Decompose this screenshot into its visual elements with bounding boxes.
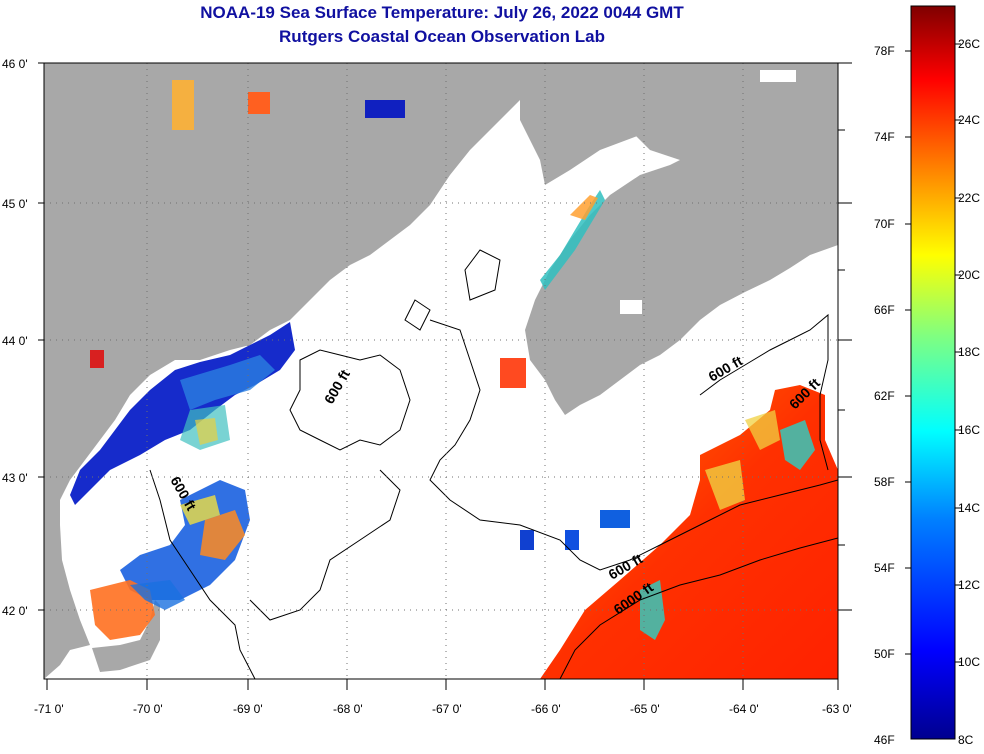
colorbar-c-label: 12C xyxy=(958,578,981,592)
sst-capecod-cold xyxy=(130,580,185,610)
nova-scotia-land xyxy=(525,63,838,415)
lon-label: -65 0' xyxy=(630,702,660,716)
colorbar-f-label: 78F xyxy=(874,44,895,58)
new-england-land xyxy=(44,63,520,679)
sst-offshore-yellow xyxy=(705,460,745,510)
colorbar-c-label: 18C xyxy=(958,345,981,359)
sst-coastal-yellow xyxy=(195,418,218,445)
colorbar-c-label: 20C xyxy=(958,268,981,282)
sst-offshore-warm xyxy=(540,385,838,679)
colorbar-f-label: 66F xyxy=(874,303,895,317)
sst-fundy-warm xyxy=(570,195,598,220)
sst-offshore-yellow2 xyxy=(745,410,780,450)
colorbar-c-label: 10C xyxy=(958,655,981,669)
colorbar-f-label: 62F xyxy=(874,389,895,403)
sst-offshore-cyan2 xyxy=(780,420,815,470)
sst-small-warm xyxy=(500,358,526,388)
sst-mid-blue xyxy=(600,510,630,528)
colorbar-c-label: 16C xyxy=(958,423,981,437)
sst-sw-warm xyxy=(200,510,245,560)
lon-label: -68 0' xyxy=(333,702,363,716)
cape-cod-land xyxy=(92,600,160,672)
sst-coastal-mix xyxy=(180,355,275,410)
colorbar-f-label: 58F xyxy=(874,475,895,489)
colorbar-c-label: 24C xyxy=(958,113,981,127)
colorbar-c-label: 8C xyxy=(958,733,974,747)
lon-label: -71 0' xyxy=(34,702,64,716)
colorbar-f-label: 50F xyxy=(874,647,895,661)
lake-patch xyxy=(760,70,796,82)
contour-600ft-gulf xyxy=(149,319,838,679)
colorbar-f-label: 46F xyxy=(874,733,895,747)
map-subtitle: Rutgers Coastal Ocean Observation Lab xyxy=(279,27,605,46)
sst-offshore-cyan xyxy=(640,580,665,640)
colorbar-f-label: 74F xyxy=(874,130,895,144)
contour-inner xyxy=(404,249,501,331)
colorbar-ticks xyxy=(905,43,961,663)
lat-label: 46 0' xyxy=(2,57,28,71)
lon-label: -64 0' xyxy=(729,702,759,716)
sst-mid-blue xyxy=(565,530,579,550)
lon-label: -67 0' xyxy=(432,702,462,716)
sst-west-red xyxy=(90,350,104,368)
lat-label: 43 0' xyxy=(2,471,28,485)
sst-sw-yellow xyxy=(180,495,220,525)
colorbar-c-label: 26C xyxy=(958,37,981,51)
new-brunswick-land xyxy=(520,63,640,185)
lake-patch xyxy=(620,300,642,314)
sst-north-warm xyxy=(172,80,194,130)
lon-label: -66 0' xyxy=(531,702,561,716)
lon-label: -70 0' xyxy=(133,702,163,716)
colorbar-c-label: 22C xyxy=(958,191,981,205)
sst-mid-blue xyxy=(520,530,534,550)
colorbar-f-label: 70F xyxy=(874,217,895,231)
colorbar-c-label: 14C xyxy=(958,501,981,515)
lon-label: -63 0' xyxy=(822,702,852,716)
graticule xyxy=(44,63,838,679)
map-title: NOAA-19 Sea Surface Temperature: July 26… xyxy=(200,3,684,22)
lat-label: 42 0' xyxy=(2,604,28,618)
sst-north-blue xyxy=(365,100,405,118)
axis-ticks xyxy=(38,62,852,690)
lon-label: -69 0' xyxy=(233,702,263,716)
cape-breton-land xyxy=(700,63,838,120)
colorbar xyxy=(910,5,956,740)
lat-label: 44 0' xyxy=(2,334,28,348)
contour-600ft-scotian xyxy=(699,313,829,471)
contour-6000ft xyxy=(559,537,838,679)
sst-fundy-strip xyxy=(540,190,605,290)
sst-north-red xyxy=(248,92,270,114)
lat-label: 45 0' xyxy=(2,197,28,211)
colorbar-f-label: 54F xyxy=(874,561,895,575)
